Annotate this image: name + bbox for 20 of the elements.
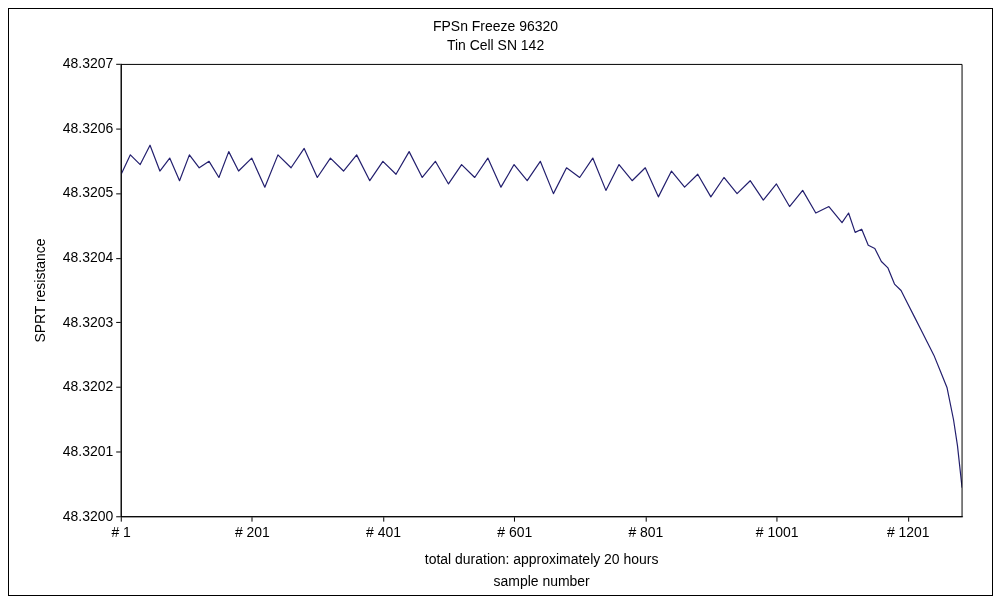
y-tick-label: 48.3205 [62,184,114,201]
x-tick-label: # 201 [234,523,271,540]
x-axis-title: sample number [493,573,591,590]
text: total duration: approximately 20 hours [424,551,659,568]
y-tick-label: 48.3200 [62,507,114,524]
x-tick-label: # 601 [497,523,533,540]
y-axis-title: SPRT resistance [32,238,49,343]
y-tick-label: 48.3201 [62,442,114,459]
chart-subtitle: Tin Cell SN 142 [446,36,545,53]
x-tick-label: # 801 [628,523,664,540]
y-tick-label: 48.3204 [62,249,114,266]
y-tick-label: 48.3206 [62,119,114,136]
x-tick-label: # 401 [366,523,402,540]
y-tick-label: 48.3202 [62,378,114,395]
x-tick-label: # 1201 [886,523,930,540]
x-tick-label: # 1001 [755,523,799,540]
x-tick-label: # 1 [111,523,132,540]
chart-title: FPSn Freeze 96320 [433,18,559,35]
y-tick-label: 48.3207 [62,55,114,72]
y-tick-label: 48.3203 [62,313,114,330]
